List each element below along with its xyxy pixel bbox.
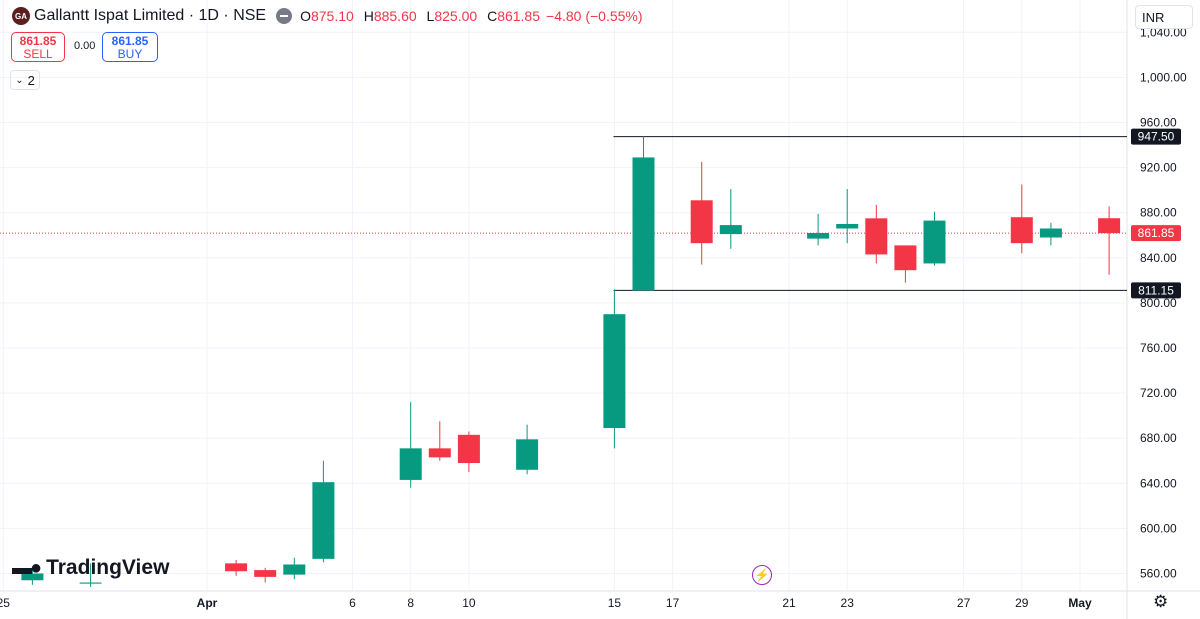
- x-tick-label: 6: [349, 596, 356, 610]
- symbol-title[interactable]: Gallantt Ispat Limited · 1D · NSE: [34, 7, 267, 24]
- x-tick-label: 29: [1015, 596, 1029, 610]
- close-value: 861.85: [497, 8, 541, 24]
- candle-body: [836, 223, 859, 229]
- open-value: 875.10: [310, 8, 354, 24]
- y-tick-label: 920.00: [1140, 161, 1177, 175]
- candle-body: [1098, 218, 1121, 234]
- last-price-label: 861.85: [1138, 226, 1175, 240]
- level-price-label: 947.50: [1138, 130, 1175, 144]
- sell-label: SELL: [23, 47, 53, 61]
- y-tick-label: 880.00: [1140, 206, 1177, 220]
- chart-header: GA Gallantt Ispat Limited · 1D · NSE O87…: [0, 0, 643, 32]
- lightning-icon[interactable]: ⚡: [752, 565, 772, 585]
- y-tick-label: 960.00: [1140, 116, 1177, 130]
- high-key: H: [363, 8, 374, 24]
- x-tick-label: 27: [957, 596, 971, 610]
- ohlc-values: O875.10 H885.60 L825.00 C861.85: [300, 8, 546, 24]
- candle-body: [516, 439, 539, 470]
- company-logo: GA: [12, 7, 30, 25]
- candle-body: [865, 218, 888, 255]
- y-tick-label: 760.00: [1140, 341, 1177, 355]
- tradingview-wordmark: TradingView: [46, 556, 170, 579]
- level-price-tag: [1131, 128, 1181, 145]
- candle-body: [79, 582, 102, 584]
- y-tick-label: 840.00: [1140, 251, 1177, 265]
- candle-body: [1039, 228, 1062, 238]
- x-tick-label: 8: [407, 596, 414, 610]
- candle-body: [719, 225, 742, 235]
- candle-body: [399, 448, 422, 480]
- low-key: L: [426, 8, 435, 24]
- candle-body: [225, 563, 248, 572]
- x-tick-label: Apr: [197, 596, 218, 610]
- tradingview-mark-icon: ▬●: [12, 556, 42, 579]
- candle-body: [283, 564, 306, 575]
- indicator-count: 2: [27, 72, 35, 88]
- y-tick-label: 1,000.00: [1140, 70, 1187, 84]
- candle-body: [603, 314, 626, 429]
- x-tick-label: 17: [666, 596, 680, 610]
- candle-body: [923, 220, 946, 264]
- y-tick-label: 640.00: [1140, 476, 1177, 490]
- tradingview-logo[interactable]: ▬● TradingView: [12, 556, 169, 580]
- candle-body: [457, 434, 480, 464]
- level-price-tag: [1131, 282, 1181, 299]
- candle-body: [632, 157, 655, 291]
- buy-label: BUY: [117, 47, 143, 61]
- buy-button[interactable]: 861.85 BUY: [102, 32, 158, 62]
- high-value: 885.60: [373, 8, 417, 24]
- candle-body: [894, 245, 917, 271]
- currency-select[interactable]: INR: [1135, 5, 1193, 29]
- y-tick-label: 600.00: [1140, 521, 1177, 535]
- x-tick-label: 15: [608, 596, 622, 610]
- chevron-down-icon: ⌄: [15, 74, 24, 86]
- sell-button[interactable]: 861.85 SELL: [11, 32, 65, 62]
- candle-body: [807, 232, 830, 239]
- close-key: C: [487, 8, 498, 24]
- x-tick-label: 23: [841, 596, 855, 610]
- indicators-toggle[interactable]: ⌄ 2: [10, 70, 40, 90]
- y-tick-label: 800.00: [1140, 296, 1177, 310]
- low-value: 825.00: [434, 8, 478, 24]
- price-change: −4.80 (−0.55%): [546, 8, 643, 24]
- candle-body: [690, 200, 713, 244]
- x-tick-label: 10: [462, 596, 476, 610]
- y-tick-label: 680.00: [1140, 431, 1177, 445]
- y-tick-label: 720.00: [1140, 386, 1177, 400]
- y-tick-label: 560.00: [1140, 567, 1177, 581]
- sell-price: 861.85: [19, 34, 57, 48]
- open-key: O: [300, 8, 311, 24]
- buy-price: 861.85: [111, 34, 149, 48]
- x-tick-label: 21: [782, 596, 796, 610]
- gear-icon[interactable]: ⚙: [1153, 592, 1169, 611]
- level-price-label: 811.15: [1138, 283, 1174, 297]
- candle-body: [1010, 217, 1033, 244]
- candle-body: [254, 570, 277, 577]
- spread-value: 0.00: [74, 40, 96, 52]
- x-tick-label: 25: [0, 596, 10, 610]
- candle-body: [312, 482, 335, 559]
- x-tick-label: May: [1068, 596, 1092, 610]
- candle-body: [21, 573, 44, 581]
- candle-body: [428, 448, 451, 458]
- hide-legend-icon[interactable]: [276, 8, 293, 24]
- last-price-tag: [1131, 225, 1181, 242]
